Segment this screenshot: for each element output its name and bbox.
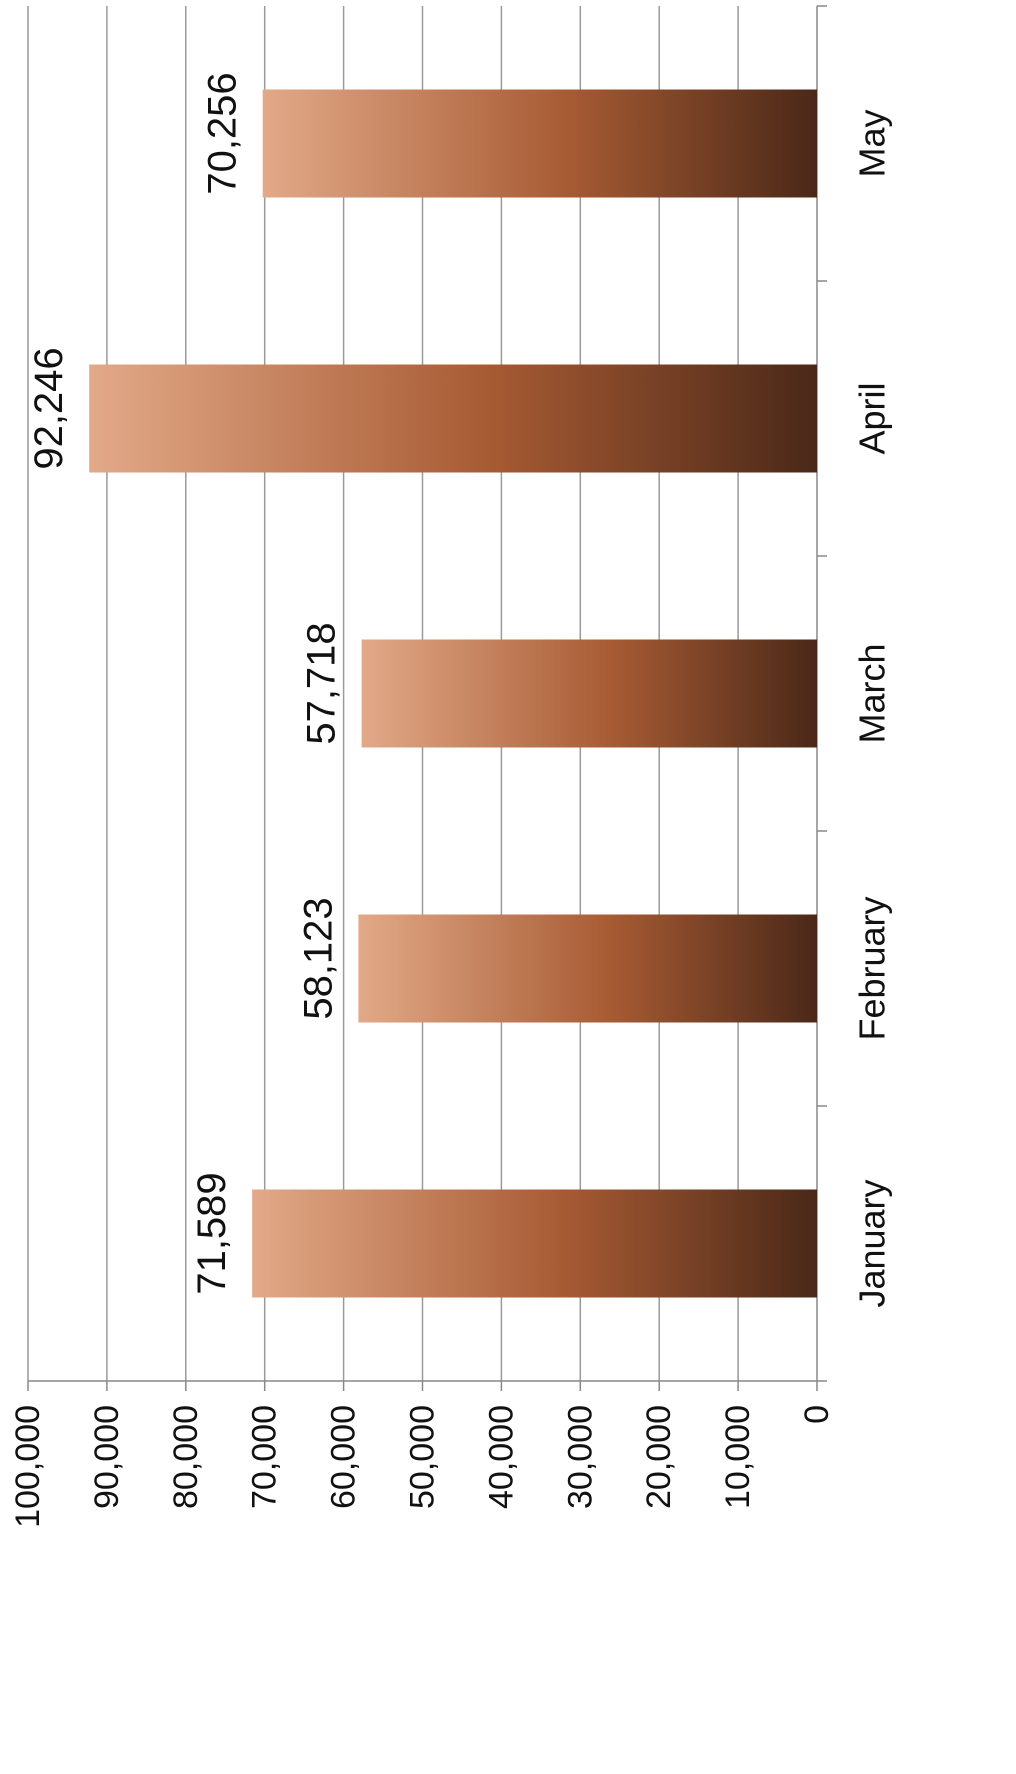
value-tick-label: 0 [798,1405,836,1424]
bar-may [262,89,817,198]
value-tick-label: 70,000 [246,1405,284,1509]
bar-february [358,914,817,1023]
category-label-april: April [852,382,893,454]
value-tick-label: 100,000 [9,1405,47,1528]
value-tick-label: 90,000 [88,1405,126,1509]
category-label-may: May [852,109,893,177]
data-label-february: 58,123 [296,897,340,1019]
bar-january [252,1189,818,1298]
value-tick-label: 50,000 [404,1405,442,1509]
value-tick-label: 80,000 [167,1405,205,1509]
bar-march [361,639,817,748]
data-label-may: 70,256 [201,72,245,194]
data-label-january: 71,589 [190,1172,234,1294]
category-label-february: February [852,896,893,1040]
bars [89,89,818,1298]
value-tick-label: 60,000 [325,1405,363,1509]
value-tick-label: 30,000 [561,1405,599,1509]
data-labels: 71,589 58,123 57,718 92,246 70,256 [27,72,343,1294]
value-axis-tick-labels: 0 10,000 20,000 30,000 40,000 50,000 60,000 70,… [9,1405,836,1528]
value-tick-label: 10,000 [719,1405,757,1509]
category-label-march: March [852,643,893,743]
data-label-april: 92,246 [27,347,71,469]
data-label-march: 57,718 [300,622,344,744]
category-label-january: January [852,1179,893,1307]
value-tick-label: 20,000 [640,1405,678,1509]
bar-april [89,364,817,473]
value-tick-label: 40,000 [482,1405,520,1509]
category-tick-labels: January February March April May [852,109,893,1307]
